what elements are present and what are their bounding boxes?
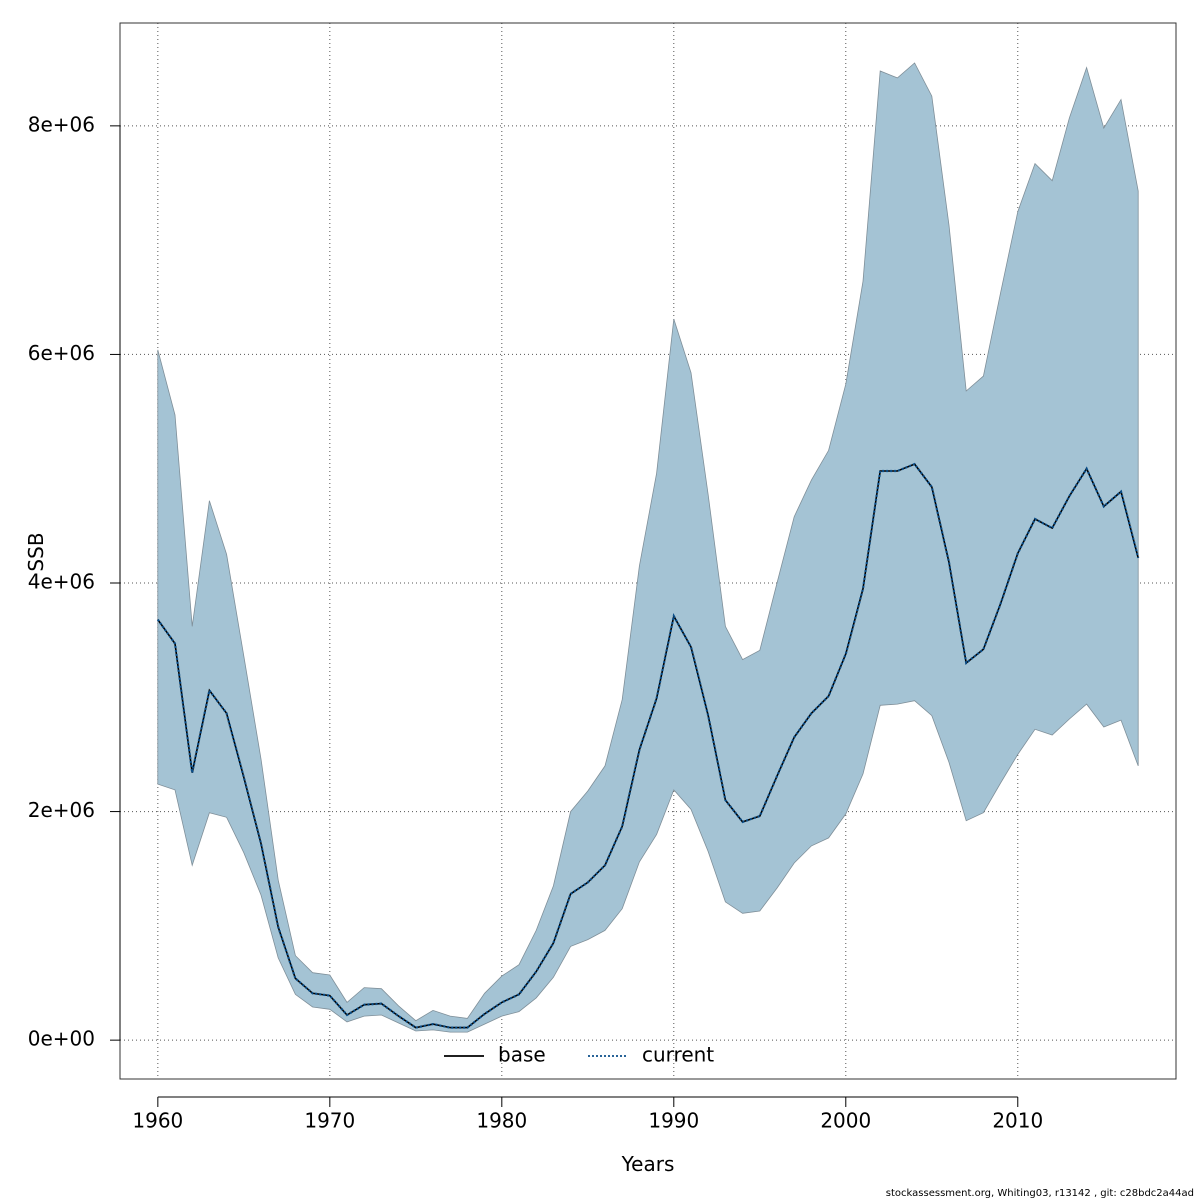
- x-tick-label: 1990: [648, 1109, 699, 1133]
- legend-label-current: current: [642, 1043, 714, 1067]
- legend: base current: [444, 1043, 714, 1067]
- x-tick-label: 1970: [304, 1109, 355, 1133]
- x-axis: 1960 1970 1980 1990 2000 2010: [132, 1096, 1043, 1133]
- y-axis-title: SSB: [24, 532, 48, 571]
- series-lines: [156, 462, 1140, 1029]
- y-tick-label: 2e+06: [28, 798, 95, 822]
- x-tick-label: 2000: [820, 1109, 871, 1133]
- x-tick-label: 1980: [476, 1109, 527, 1133]
- footer-credit: stockassessment.org, Whiting03, r13142 ,…: [886, 1188, 1194, 1199]
- confidence-band: [157, 62, 1139, 1033]
- y-axis: 0e+00 2e+06 4e+06 6e+06 8e+06: [28, 112, 121, 1051]
- legend-label-base: base: [498, 1043, 546, 1067]
- y-tick-label: 8e+06: [28, 112, 95, 136]
- y-tick-label: 6e+06: [28, 341, 95, 365]
- x-axis-title: Years: [621, 1152, 675, 1176]
- y-tick-label: 0e+00: [28, 1027, 95, 1051]
- series-line-current: [156, 462, 1140, 1029]
- y-tick-label: 4e+06: [28, 570, 95, 594]
- x-tick-label: 2010: [992, 1109, 1043, 1133]
- x-tick-label: 1960: [132, 1109, 183, 1133]
